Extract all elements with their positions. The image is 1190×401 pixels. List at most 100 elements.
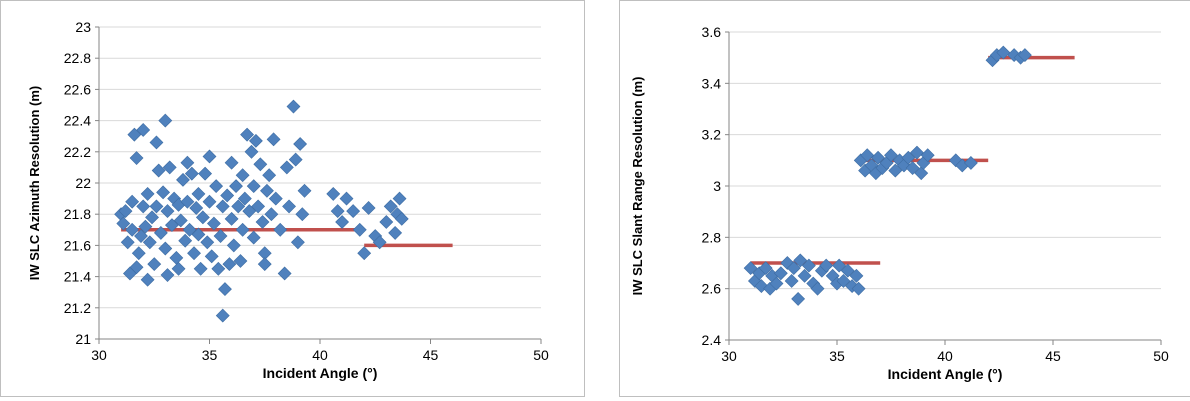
- y-tick-label: 21.4: [64, 269, 91, 285]
- data-point: [173, 213, 188, 228]
- data-point: [151, 163, 166, 178]
- data-point: [147, 257, 162, 272]
- x-tick-label: 30: [721, 348, 737, 364]
- data-point: [125, 194, 140, 209]
- data-point: [211, 261, 226, 276]
- data-point: [273, 222, 288, 237]
- data-point: [129, 151, 144, 165]
- y-tick-label: 21.6: [64, 237, 91, 253]
- data-point: [229, 179, 243, 194]
- data-point: [849, 268, 864, 283]
- data-point: [215, 199, 230, 214]
- slant-range-resolution-scatter-chart: 2.4 2.6 2.8 3 3.2 3.4 3.6 30 35 40 45 50 Incident An…: [630, 24, 1169, 382]
- data-point: [231, 199, 246, 214]
- data-point: [142, 235, 157, 250]
- data-point: [149, 199, 164, 214]
- data-point: [769, 276, 784, 291]
- data-point: [901, 150, 916, 165]
- data-point: [195, 210, 210, 225]
- data-point: [213, 229, 228, 243]
- x-tick-label: 50: [533, 347, 549, 363]
- data-point: [218, 282, 232, 297]
- data-point: [226, 238, 241, 253]
- data-point: [786, 261, 801, 276]
- x-tick-label: 40: [312, 347, 328, 363]
- data-point: [255, 215, 270, 229]
- y-tick-label: 22.4: [64, 113, 91, 129]
- data-point: [277, 266, 292, 281]
- y-tick-label: 3.4: [702, 75, 722, 91]
- data-point: [257, 257, 272, 272]
- data-point: [888, 163, 903, 178]
- data-point: [222, 257, 237, 272]
- data-point: [182, 222, 197, 237]
- y-tick-label: 22: [75, 175, 91, 191]
- data-point: [248, 133, 263, 148]
- y-tick-label: 3.2: [702, 127, 722, 143]
- azimuth-resolution-scatter-chart: 21 21.2 21.4 21.6 21.8 22 22.2 22.4 22.6 22.8 23 30…: [27, 19, 549, 381]
- data-point: [784, 274, 799, 288]
- data-point: [388, 225, 403, 240]
- y-tick-label: 21.2: [64, 300, 91, 316]
- data-point: [237, 191, 252, 206]
- y-tick-label: 22.2: [64, 144, 91, 160]
- data-point: [819, 258, 834, 273]
- x-axis-title: Incident Angle (°): [263, 365, 378, 381]
- data-point: [191, 186, 206, 201]
- data-point: [884, 148, 898, 163]
- y-tick-label: 21.8: [64, 206, 91, 222]
- data-point: [116, 216, 131, 231]
- data-point: [189, 201, 204, 215]
- y-tick-label: 23: [75, 19, 91, 35]
- y-tick-label: 21: [75, 331, 91, 347]
- data-point: [240, 127, 254, 142]
- data-point: [129, 260, 144, 275]
- data-point: [361, 201, 376, 215]
- data-point: [224, 211, 239, 226]
- data-point: [202, 149, 217, 164]
- data-point: [169, 250, 184, 265]
- y-tick-label: 2.4: [702, 332, 722, 348]
- data-point: [131, 246, 146, 261]
- data-point: [206, 216, 221, 231]
- data-point: [160, 204, 175, 219]
- data-point: [176, 172, 190, 187]
- data-point: [297, 183, 312, 198]
- data-point: [801, 258, 816, 273]
- data-point: [295, 207, 310, 222]
- data-point: [905, 161, 920, 175]
- data-point: [851, 281, 866, 296]
- data-point: [145, 210, 159, 225]
- data-point: [330, 204, 345, 219]
- x-tick-label: 50: [1153, 348, 1169, 364]
- data-point: [326, 186, 341, 201]
- data-point: [162, 160, 177, 175]
- y-tick-label: 3: [713, 178, 721, 194]
- data-point: [140, 186, 155, 201]
- data-point: [791, 292, 806, 306]
- data-point: [352, 222, 367, 237]
- data-point: [392, 191, 407, 206]
- data-point: [235, 168, 250, 183]
- x-tick-label: 35: [829, 348, 845, 364]
- data-point: [871, 150, 885, 165]
- data-point: [158, 241, 173, 256]
- y-tick-label: 22.8: [64, 50, 91, 66]
- data-point: [134, 229, 148, 243]
- azimuth-resolution-chart-panel: 21 21.2 21.4 21.6 21.8 22 22.2 22.4 22.6 22.8 23 30…: [0, 0, 585, 397]
- data-point: [242, 204, 257, 219]
- data-point: [290, 235, 305, 250]
- data-point: [264, 207, 279, 222]
- data-point: [372, 235, 387, 250]
- data-point: [909, 145, 924, 160]
- y-axis-title: IW SLC Azimuth Resolution (m): [27, 86, 42, 281]
- data-point: [120, 235, 135, 250]
- data-point: [282, 199, 296, 214]
- y-tick-label: 3.6: [702, 24, 722, 40]
- data-point: [180, 194, 195, 209]
- data-point: [204, 249, 219, 264]
- data-point: [244, 144, 259, 159]
- data-point: [149, 135, 164, 150]
- data-point: [178, 233, 193, 248]
- data-point: [268, 191, 283, 206]
